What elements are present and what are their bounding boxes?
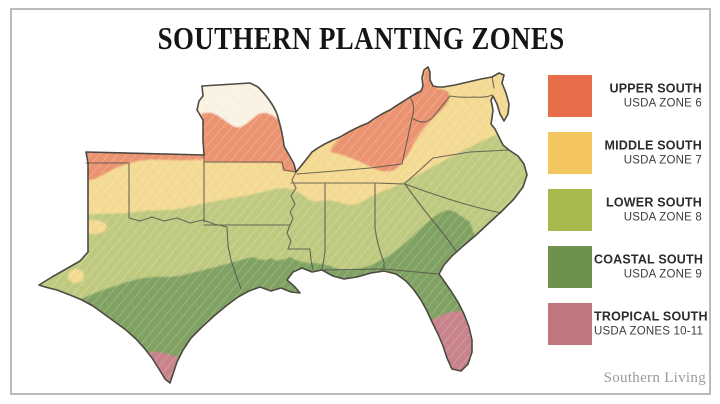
legend-label: MIDDLE SOUTH [604, 138, 702, 153]
map-outline [38, 66, 528, 384]
legend-usda-zone: USDA ZONE 7 [623, 154, 702, 167]
legend-usda-zone: USDA ZONE 9 [623, 268, 702, 281]
state-borders [85, 76, 510, 290]
legend-label: UPPER SOUTH [609, 81, 702, 96]
legend-label: COASTAL SOUTH [594, 252, 704, 267]
legend: UPPER SOUTH USDA ZONE 6 MIDDLE SOUTH USD… [548, 75, 708, 345]
legend-item-coastal-south: COASTAL SOUTH USDA ZONE 9 [548, 246, 704, 288]
legend-label: LOWER SOUTH [606, 195, 702, 210]
legend-text: LOWER SOUTH USDA ZONE 8 [594, 196, 702, 225]
legend-text: COASTAL SOUTH USDA ZONE 9 [594, 252, 704, 282]
legend-text: TROPICAL SOUTH USDA ZONES 10-11 [594, 309, 708, 339]
legend-item-tropical-south: TROPICAL SOUTH USDA ZONES 10-11 [548, 303, 708, 345]
legend-swatch-zone-10-11 [548, 303, 592, 345]
legend-swatch-zone-9 [548, 246, 592, 288]
legend-text: MIDDLE SOUTH USDA ZONE 7 [594, 139, 702, 168]
legend-label: TROPICAL SOUTH [594, 309, 708, 324]
page-title: SOUTHERN PLANTING ZONES [157, 20, 565, 56]
legend-usda-zone: USDA ZONES 10-11 [594, 325, 704, 338]
legend-swatch-zone-6 [548, 75, 592, 117]
legend-item-lower-south: LOWER SOUTH USDA ZONE 8 [548, 189, 702, 231]
legend-item-upper-south: UPPER SOUTH USDA ZONE 6 [548, 75, 702, 117]
legend-swatch-zone-8 [548, 189, 592, 231]
legend-swatch-zone-7 [548, 132, 592, 174]
zone-7-patch-west-texas-1 [54, 251, 74, 263]
legend-usda-zone: USDA ZONE 6 [623, 97, 702, 110]
brand-logo: Southern Living [603, 370, 706, 386]
legend-usda-zone: USDA ZONE 8 [623, 211, 702, 224]
legend-item-middle-south: MIDDLE SOUTH USDA ZONE 7 [548, 132, 702, 174]
legend-text: UPPER SOUTH USDA ZONE 6 [594, 82, 702, 111]
